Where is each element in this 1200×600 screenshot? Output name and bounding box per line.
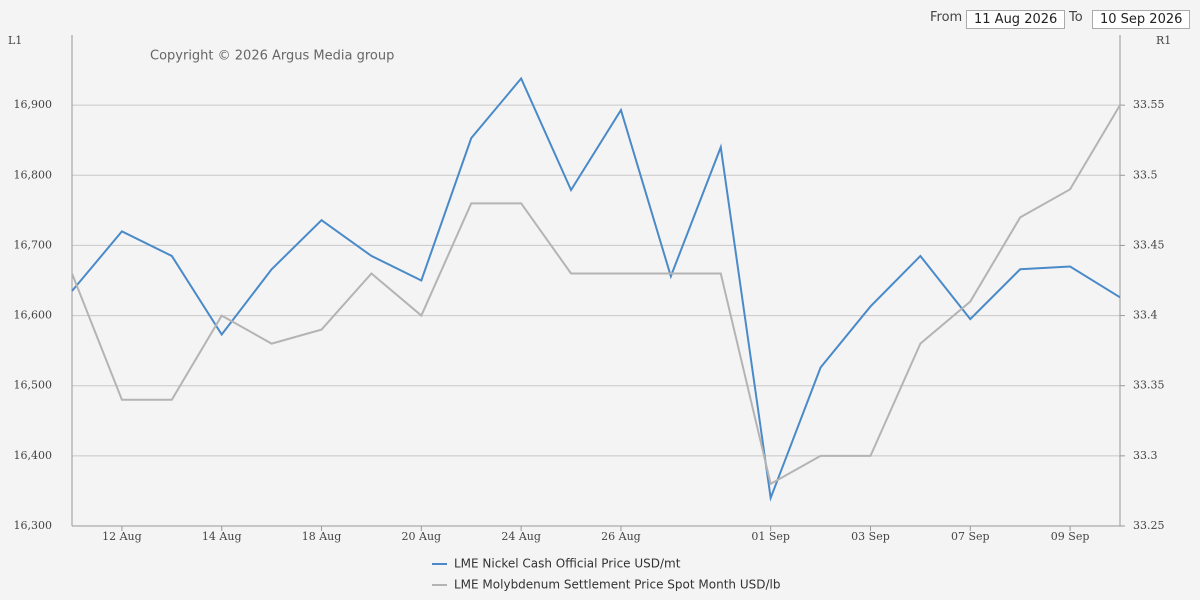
x-tick-label: 20 Aug	[402, 530, 442, 543]
x-tick-label: 01 Sep	[751, 530, 790, 543]
y2-tick-label: 33.25	[1133, 519, 1165, 532]
y2-axis-label: R1	[1156, 34, 1171, 47]
to-date[interactable]: 10 Sep 2026	[1092, 10, 1191, 29]
from-label: From	[930, 10, 963, 25]
x-tick-label: 07 Sep	[951, 530, 990, 543]
x-tick-label: 26 Aug	[601, 530, 641, 543]
y-tick-label: 16,800	[14, 168, 53, 181]
x-tick-label: 14 Aug	[202, 530, 242, 543]
y2-tick-label: 33.55	[1133, 98, 1165, 111]
legend-label: LME Molybdenum Settlement Price Spot Mon…	[454, 578, 780, 592]
x-tick-label: 03 Sep	[851, 530, 890, 543]
x-tick-label: 09 Sep	[1051, 530, 1090, 543]
legend-label: LME Nickel Cash Official Price USD/mt	[454, 557, 681, 571]
y-tick-label: 16,300	[14, 519, 53, 532]
y-axis-label: L1	[8, 34, 22, 47]
y-tick-label: 16,600	[14, 309, 53, 322]
series-line	[71, 104, 1121, 486]
x-tick-label: 24 Aug	[501, 530, 541, 543]
y-tick-label: 16,500	[14, 379, 53, 392]
y-tick-label: 16,700	[14, 238, 53, 251]
y2-tick-label: 33.3	[1133, 449, 1158, 462]
y-tick-label: 16,400	[14, 449, 53, 462]
from-date[interactable]: 11 Aug 2026	[966, 10, 1066, 29]
x-tick-label: 12 Aug	[102, 530, 142, 543]
x-tick-label: 18 Aug	[302, 530, 342, 543]
copyright: Copyright © 2026 Argus Media group	[150, 49, 394, 64]
y-tick-label: 16,900	[14, 98, 53, 111]
y2-tick-label: 33.35	[1133, 379, 1165, 392]
y2-tick-label: 33.5	[1133, 168, 1158, 181]
y2-tick-label: 33.45	[1133, 238, 1165, 251]
y2-tick-label: 33.4	[1133, 309, 1158, 322]
to-label: To	[1069, 10, 1083, 25]
series-line	[71, 76, 1121, 502]
